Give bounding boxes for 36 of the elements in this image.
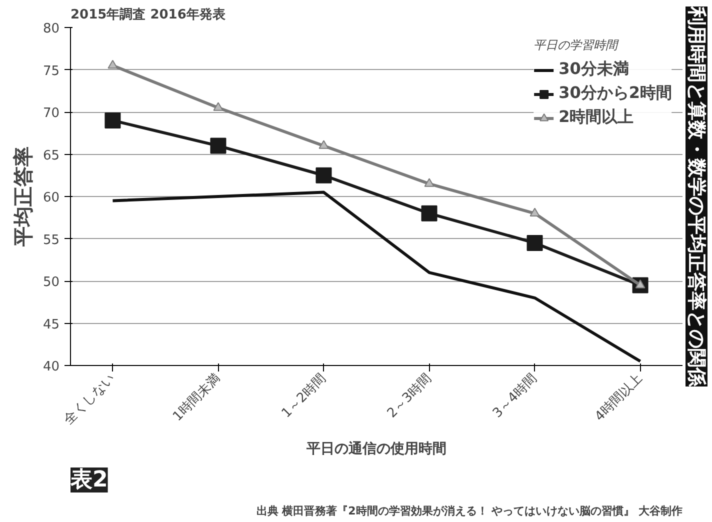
point	[421, 205, 438, 222]
y-tick-label: 65	[42, 148, 60, 164]
text: 利用時間と算数・数学の平均正答率との関係	[686, 6, 708, 388]
x-axis-title: 平日の通信の使用時間	[306, 440, 446, 458]
legend-label: 30分未満	[558, 59, 629, 80]
legend-title: 平日の学習時間	[534, 37, 620, 54]
text: 2015年調査 2016年発表	[70, 6, 226, 22]
y-tick-label: 75	[42, 64, 60, 79]
point	[526, 234, 543, 251]
y-tick-label: 50	[42, 275, 60, 290]
point	[104, 112, 121, 128]
point	[318, 140, 329, 149]
text: 表2	[70, 468, 108, 492]
x-tick-label: 3～4時間	[490, 371, 540, 422]
y-axis-title: 平均正答率	[10, 146, 35, 248]
y-tick-label: 40	[42, 360, 60, 374]
point	[108, 60, 118, 69]
y-tick-label: 70	[42, 106, 60, 121]
x-tick-label: 1～2時間	[279, 371, 330, 422]
point	[424, 178, 434, 187]
x-tick-label: 4時間以上	[592, 371, 646, 424]
x-tick-label: 2～3時間	[384, 371, 435, 422]
y-tick-label: 60	[42, 190, 60, 206]
y-tick-label: 80	[42, 22, 60, 36]
legend-label: 30分から2時間	[558, 83, 672, 104]
line-series	[111, 190, 642, 363]
y-tick-label: 45	[42, 317, 60, 332]
source-note: 出典 横田晋務著『2時間の学習効果が消える！ やってはいけない脳の習慣』 大谷制作	[256, 504, 683, 518]
point	[210, 138, 226, 154]
x-tick-label: 全くしない	[61, 371, 118, 428]
legend-label: 2時間以上	[558, 107, 634, 128]
point	[316, 167, 332, 184]
y-tick-label: 55	[42, 232, 60, 248]
point	[530, 208, 540, 216]
point	[213, 102, 224, 111]
x-tick-label: 1時間未満	[170, 371, 224, 424]
